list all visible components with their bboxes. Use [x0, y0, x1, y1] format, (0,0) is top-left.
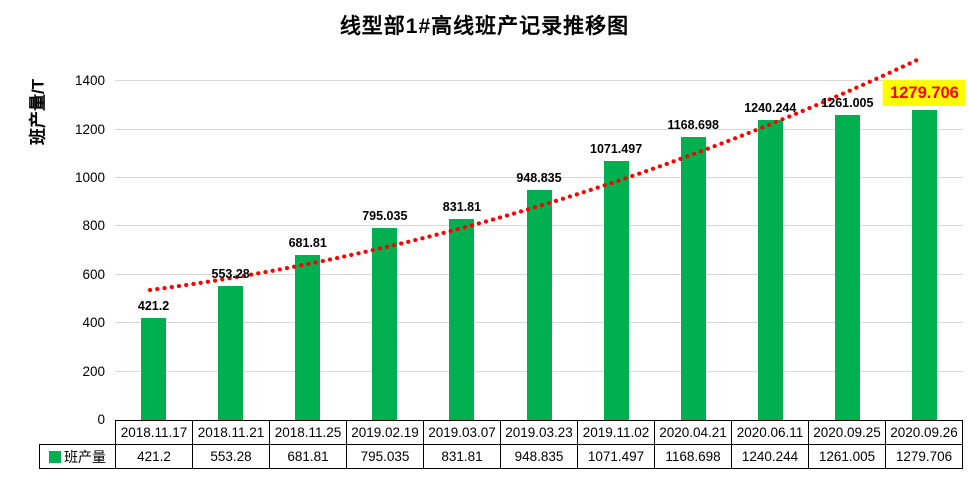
bar-value-label: 681.81: [288, 236, 327, 251]
bar-value-label: 831.81: [442, 199, 482, 214]
bar[interactable]: [603, 160, 629, 420]
date-cell: 2020.09.26: [885, 420, 963, 445]
y-tick-label: 1200: [74, 121, 105, 137]
y-tick-label: 0: [97, 412, 105, 427]
date-cell: 2019.03.07: [423, 420, 501, 445]
value-cell: 1071.497: [577, 444, 655, 469]
y-tick-label: 200: [82, 363, 105, 379]
bar[interactable]: [218, 286, 244, 420]
chart-title: 线型部1#高线班产记录推移图: [339, 15, 630, 38]
legend-cell: 班产量: [39, 444, 116, 469]
bar[interactable]: [680, 137, 706, 420]
value-cell: 795.035: [346, 444, 424, 469]
legend-color-icon: [49, 450, 61, 463]
bar-value-label: 1261.005: [821, 95, 874, 110]
bar[interactable]: [911, 110, 937, 420]
bar-value-label: 1071.497: [590, 141, 643, 156]
y-tick-label: 1400: [74, 73, 105, 89]
table-corner-spacer: [40, 421, 116, 445]
y-tick-label: 1000: [74, 170, 105, 185]
gridline: [115, 80, 963, 82]
y-tick-label: 600: [82, 266, 105, 282]
gridline: [115, 177, 963, 178]
date-cell: 2020.04.21: [654, 420, 732, 445]
bar-value-label: 795.035: [362, 208, 408, 223]
bar-value-label: 948.835: [516, 171, 562, 186]
plot-area: 421.2 553.28 681.81 795.035 831.81 948.835 107…: [115, 57, 966, 420]
bar[interactable]: [834, 114, 860, 420]
value-cell: 553.28: [192, 444, 270, 469]
trendline[interactable]: [115, 57, 963, 420]
bar[interactable]: [141, 318, 167, 420]
bar-value-label: 421.2: [137, 299, 170, 314]
bar[interactable]: [295, 255, 321, 420]
bar[interactable]: [526, 190, 552, 420]
date-cell: 2018.11.25: [269, 420, 347, 445]
bar[interactable]: [449, 218, 475, 420]
value-cell: 1261.005: [808, 444, 886, 469]
y-tick-label: 800: [82, 218, 105, 234]
date-cell: 2020.06.11: [731, 420, 809, 445]
value-cell: 831.81: [423, 444, 501, 469]
date-cell: 2019.11.02: [577, 420, 655, 445]
legend-label: 班产量: [64, 448, 106, 465]
value-cell: 421.2: [115, 444, 193, 469]
bar-value-label: 553.28: [211, 267, 250, 282]
date-cell: 2018.11.21: [192, 420, 270, 445]
gridline: [115, 128, 963, 130]
bar[interactable]: [757, 119, 783, 420]
value-cell: 948.835: [500, 444, 578, 469]
bar-value-label: 1240.244: [744, 100, 797, 115]
value-cell: 681.81: [269, 444, 347, 469]
trendline-path[interactable]: [147, 57, 920, 293]
bar[interactable]: [372, 227, 398, 420]
value-cell: 1240.244: [731, 444, 809, 469]
data-table: 2018.11.17 2018.11.21 2018.11.25 2019.02.19…: [39, 420, 963, 469]
date-cell: 2018.11.17: [115, 420, 193, 445]
value-cell: 1279.706: [885, 444, 963, 469]
bar-value-label: 1168.698: [667, 118, 719, 133]
date-cell: 2020.09.25: [808, 420, 886, 445]
value-cell: 1168.698: [654, 444, 732, 469]
y-axis: 0 200 400 600 800 1000 1200 1400: [0, 0, 105, 488]
date-cell: 2019.02.19: [346, 420, 424, 445]
bar-value-label-highlighted: 1279.706: [883, 80, 966, 107]
y-tick-label: 400: [82, 315, 105, 331]
date-cell: 2019.03.23: [500, 420, 578, 445]
